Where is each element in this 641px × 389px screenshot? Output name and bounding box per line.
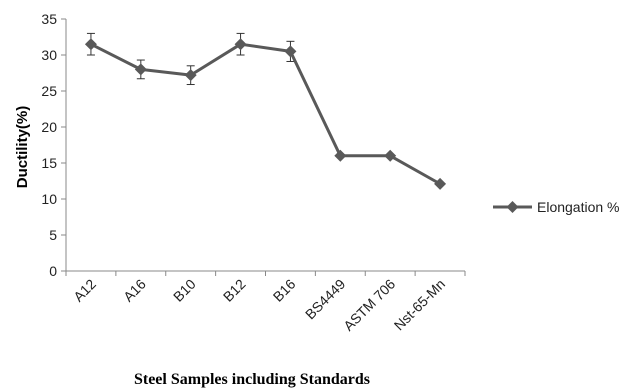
- y-tick-label: 30: [41, 47, 57, 63]
- data-point: [184, 69, 197, 82]
- x-tick-label: A16: [120, 276, 149, 305]
- x-tick-label: B12: [220, 276, 249, 305]
- y-tick-label: 25: [41, 83, 57, 99]
- x-tick-label: ASTM 706: [340, 276, 398, 334]
- series-line-elongation: [90, 42, 441, 186]
- y-tick-label: 10: [41, 191, 57, 207]
- error-bars: [86, 32, 295, 86]
- x-tick-label: B16: [270, 276, 299, 305]
- x-axis-label: Steel Samples including Standards: [134, 371, 370, 388]
- x-tick-label: BS4449: [302, 276, 349, 323]
- y-tick-label: 5: [49, 227, 57, 243]
- legend-label: Elongation %: [537, 199, 620, 215]
- x-tick-label: A12: [70, 276, 99, 305]
- x-tick-label: B10: [170, 276, 199, 305]
- legend: Elongation %: [493, 199, 620, 215]
- legend-marker: [506, 201, 519, 213]
- data-point: [234, 38, 247, 51]
- data-point: [334, 149, 347, 162]
- data-point: [434, 177, 447, 190]
- y-tick-label: 35: [41, 11, 57, 27]
- y-tick-label: 15: [41, 155, 57, 171]
- data-point: [134, 63, 147, 76]
- y-tick-label: 20: [41, 119, 57, 135]
- y-tick-label: 0: [49, 263, 57, 279]
- y-axis-label: Ductility(%): [14, 106, 31, 189]
- data-point: [384, 149, 397, 162]
- data-point: [84, 38, 97, 51]
- x-tick-label: Nst-65-Mn: [391, 276, 449, 334]
- series: [84, 38, 447, 190]
- y-axis: 0 5 10 15 20 25 30 35: [41, 11, 67, 279]
- data-point: [284, 45, 297, 58]
